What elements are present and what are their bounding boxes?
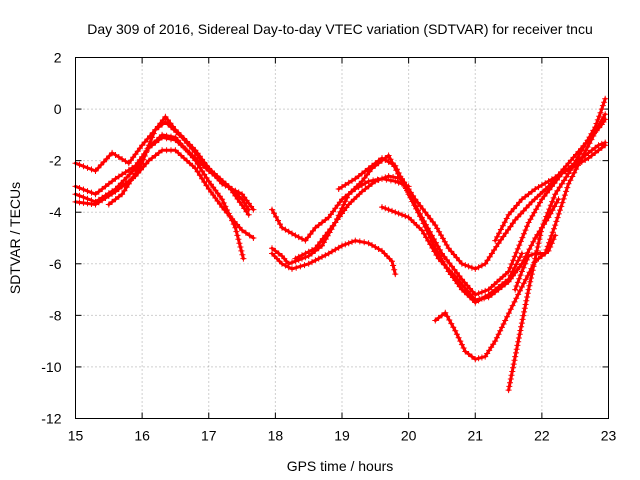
x-tick-label: 23	[601, 428, 617, 444]
grid	[75, 57, 609, 419]
series-markers	[512, 111, 609, 293]
chart-title: Day 309 of 2016, Sidereal Day-to-day VTE…	[87, 21, 593, 37]
y-tick-label: -2	[49, 153, 62, 169]
y-tick-label: -4	[49, 204, 62, 220]
x-tick-label: 16	[134, 428, 150, 444]
series-s5	[105, 113, 252, 218]
x-tick-label: 21	[467, 428, 483, 444]
series-markers	[105, 113, 252, 218]
x-tick-label: 17	[201, 428, 217, 444]
series-s4	[72, 147, 257, 241]
x-tick-labels: 15 16 17 18 19 20 21 22 23	[68, 428, 617, 444]
x-tick-label: 19	[334, 428, 350, 444]
series-markers	[492, 142, 609, 244]
series-s8	[269, 237, 399, 278]
x-tick-label: 15	[68, 428, 84, 444]
y-tick-label: -10	[41, 359, 61, 375]
x-axis-title: GPS time / hours	[287, 458, 394, 474]
y-tick-label: 0	[54, 101, 62, 117]
series-line	[270, 141, 607, 297]
y-tick-label: -12	[41, 411, 61, 427]
series-markers	[72, 147, 257, 241]
x-tick-label: 18	[268, 428, 284, 444]
series-s12	[432, 232, 559, 363]
x-tick-label: 20	[401, 428, 417, 444]
y-axis-title: SDTVAR / TECUs	[7, 182, 23, 294]
series-s15	[492, 142, 609, 244]
x-tick-label: 22	[534, 428, 550, 444]
series-markers	[432, 232, 559, 363]
plot-frame	[75, 57, 609, 419]
y-tick-labels: -12 -10 -8 -6 -4 -2 0 2	[41, 50, 61, 427]
y-tick-label: -6	[49, 256, 62, 272]
series-s14	[512, 111, 609, 293]
series-markers	[269, 237, 399, 278]
data-series	[72, 95, 609, 394]
y-tick-label: 2	[54, 50, 62, 66]
y-tick-label: -8	[49, 307, 62, 323]
series-markers	[292, 116, 609, 272]
